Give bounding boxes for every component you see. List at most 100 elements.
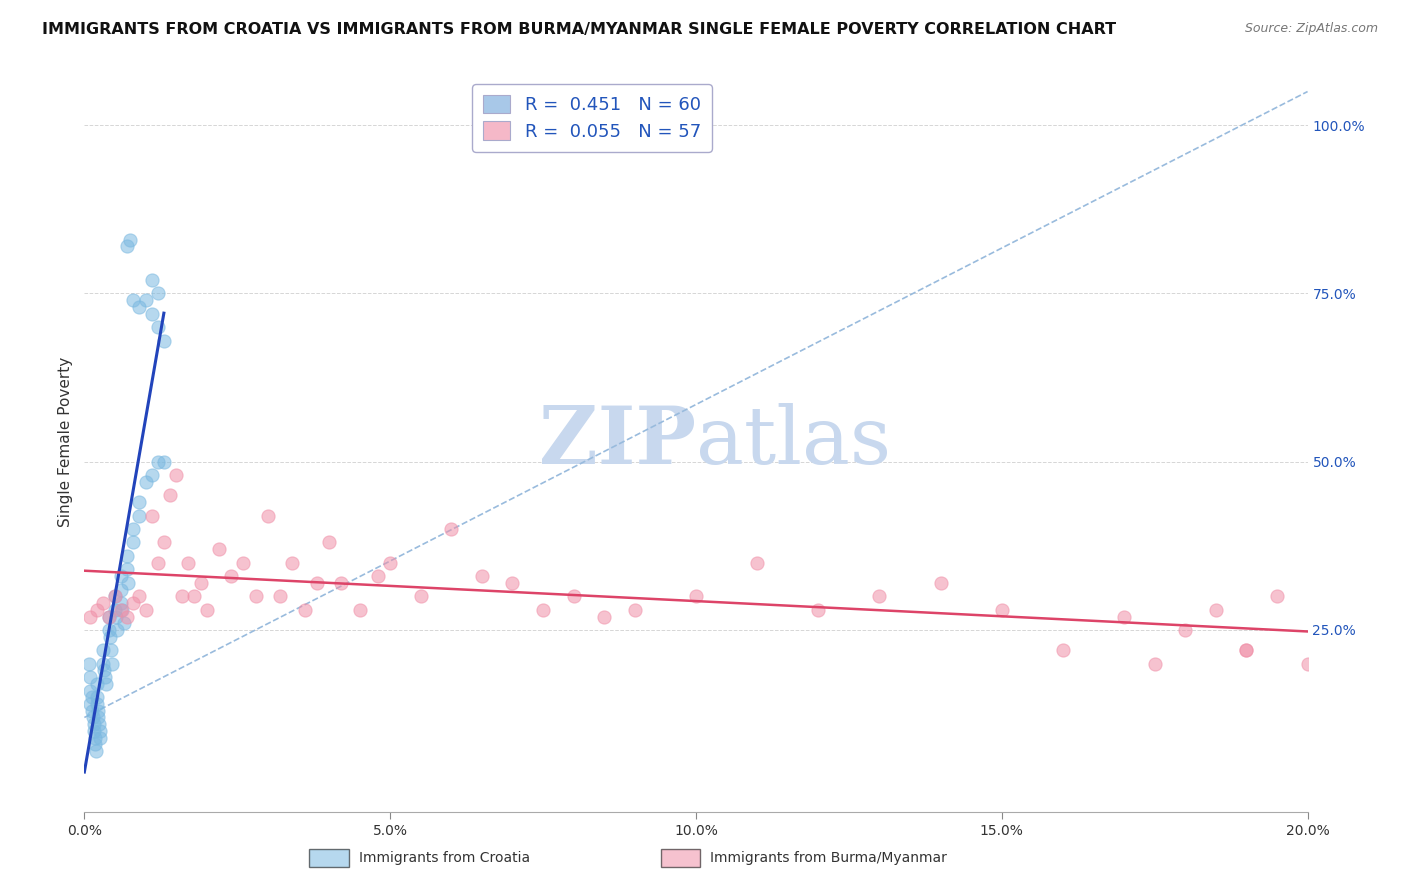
Point <box>110 596 132 610</box>
Point <box>153 334 176 348</box>
Point <box>115 239 138 253</box>
Text: Source: ZipAtlas.com: Source: ZipAtlas.com <box>1244 22 1378 36</box>
Point <box>869 590 891 604</box>
Point <box>593 609 616 624</box>
Point <box>153 455 176 469</box>
Point <box>112 616 135 631</box>
Point <box>409 590 432 604</box>
Text: ZIP: ZIP <box>538 402 696 481</box>
Point <box>141 273 163 287</box>
Point <box>128 590 150 604</box>
Point <box>105 623 128 637</box>
Text: IMMIGRANTS FROM CROATIA VS IMMIGRANTS FROM BURMA/MYANMAR SINGLE FEMALE POVERTY C: IMMIGRANTS FROM CROATIA VS IMMIGRANTS FR… <box>42 22 1116 37</box>
Point <box>269 590 291 604</box>
Point <box>91 657 114 671</box>
Point <box>104 590 127 604</box>
Point <box>685 590 707 604</box>
Point <box>1114 609 1136 624</box>
Point <box>195 603 218 617</box>
Point <box>87 704 110 718</box>
Point <box>89 723 111 738</box>
Point <box>991 603 1014 617</box>
Point <box>1236 643 1258 657</box>
Point <box>93 670 115 684</box>
Point <box>84 738 107 752</box>
Legend: R =  0.451   N = 60, R =  0.055   N = 57: R = 0.451 N = 60, R = 0.055 N = 57 <box>472 84 711 152</box>
Point <box>110 582 132 597</box>
Point <box>208 542 231 557</box>
Point <box>100 643 122 657</box>
Point <box>79 609 101 624</box>
Point <box>380 556 402 570</box>
Point <box>122 293 145 308</box>
Point <box>83 717 105 731</box>
Point <box>294 603 316 617</box>
Point <box>747 556 769 570</box>
Point <box>135 603 157 617</box>
Point <box>1205 603 1227 617</box>
Point <box>115 549 138 563</box>
Point <box>104 603 127 617</box>
Point <box>97 609 120 624</box>
Point <box>135 293 157 308</box>
Point <box>440 522 463 536</box>
Point <box>128 495 150 509</box>
Point <box>153 535 176 549</box>
Point <box>86 697 108 711</box>
Point <box>104 590 127 604</box>
Point <box>79 697 101 711</box>
Point <box>318 535 340 549</box>
Point <box>159 488 181 502</box>
Point <box>531 603 554 617</box>
Point <box>219 569 242 583</box>
Point <box>1174 623 1197 637</box>
Point <box>190 575 212 590</box>
Point <box>807 603 830 617</box>
Point <box>122 535 145 549</box>
Point <box>624 603 647 617</box>
Point <box>1296 657 1319 671</box>
Point <box>471 569 494 583</box>
Point <box>305 575 328 590</box>
Point <box>1052 643 1074 657</box>
Point <box>1236 643 1258 657</box>
Point <box>141 307 163 321</box>
Point <box>80 690 103 705</box>
Point <box>122 596 145 610</box>
Point <box>93 664 115 678</box>
Text: Immigrants from Croatia: Immigrants from Croatia <box>359 851 530 865</box>
Point <box>141 508 163 523</box>
Point <box>1143 657 1166 671</box>
Point <box>146 455 169 469</box>
Point <box>141 468 163 483</box>
Point <box>101 657 124 671</box>
Point <box>146 320 169 334</box>
Point <box>183 590 205 604</box>
Point <box>79 683 101 698</box>
Point <box>86 603 108 617</box>
Point <box>172 590 194 604</box>
Point <box>110 569 132 583</box>
Point <box>86 677 108 691</box>
Point <box>367 569 389 583</box>
Point <box>82 704 104 718</box>
Point <box>79 670 101 684</box>
Point <box>83 731 105 745</box>
Point <box>562 590 585 604</box>
Point <box>84 744 107 758</box>
Point <box>257 508 280 523</box>
Point <box>97 623 120 637</box>
Point <box>165 468 187 483</box>
Point <box>146 556 169 570</box>
Point <box>105 609 128 624</box>
Y-axis label: Single Female Poverty: Single Female Poverty <box>58 357 73 526</box>
Point <box>91 643 114 657</box>
Point <box>89 731 111 745</box>
Point <box>82 710 104 724</box>
Point <box>115 562 138 576</box>
Point <box>135 475 157 489</box>
Point <box>349 603 371 617</box>
Point <box>87 717 110 731</box>
Point <box>128 300 150 314</box>
Point <box>128 508 150 523</box>
